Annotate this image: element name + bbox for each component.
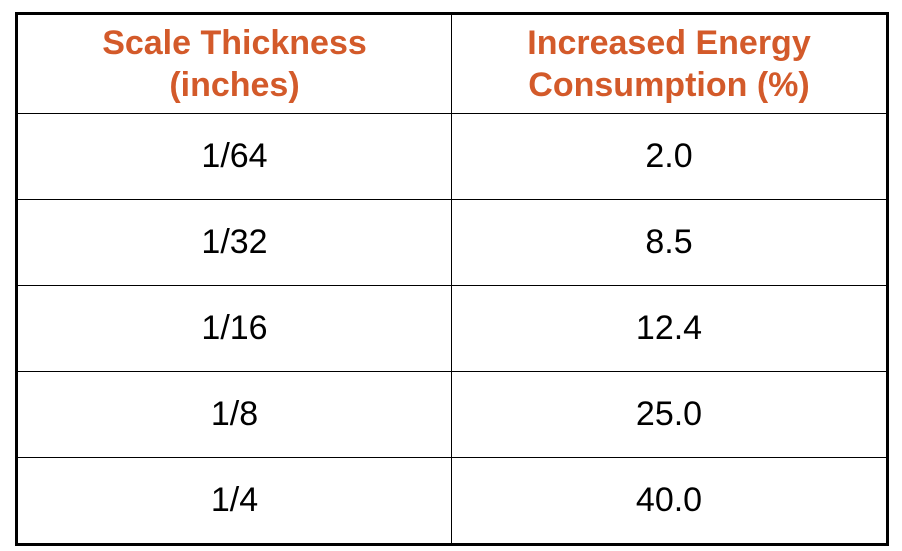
header-scale-thickness-line1: Scale Thickness [102, 24, 367, 62]
scale-thickness-cell: 1/8 [16, 371, 452, 458]
header-scale-thickness-line2: (inches) [169, 66, 300, 104]
table-row: 1/32 8.5 [16, 199, 888, 286]
scale-thickness-cell: 1/32 [16, 199, 452, 286]
header-scale-thickness: Scale Thickness (inches) [16, 13, 452, 114]
table-row: 1/8 25.0 [16, 371, 888, 458]
scale-energy-table: Scale Thickness (inches) Increased Energ… [15, 12, 889, 546]
table-header-row: Scale Thickness (inches) Increased Energ… [16, 13, 888, 114]
header-energy-consumption: Increased Energy Consumption (%) [451, 13, 888, 114]
scale-thickness-cell: 1/16 [16, 285, 452, 372]
energy-consumption-cell: 2.0 [451, 113, 888, 200]
table-row: 1/16 12.4 [16, 285, 888, 372]
scale-thickness-cell: 1/4 [16, 457, 452, 545]
energy-consumption-cell: 12.4 [451, 285, 888, 372]
table-row: 1/64 2.0 [16, 113, 888, 200]
energy-consumption-cell: 8.5 [451, 199, 888, 286]
header-energy-consumption-line1: Increased Energy [527, 24, 811, 62]
header-energy-consumption-line2: Consumption (%) [528, 66, 810, 104]
energy-consumption-cell: 25.0 [451, 371, 888, 458]
energy-consumption-cell: 40.0 [451, 457, 888, 545]
table-row: 1/4 40.0 [16, 457, 888, 545]
scale-thickness-cell: 1/64 [16, 113, 452, 200]
